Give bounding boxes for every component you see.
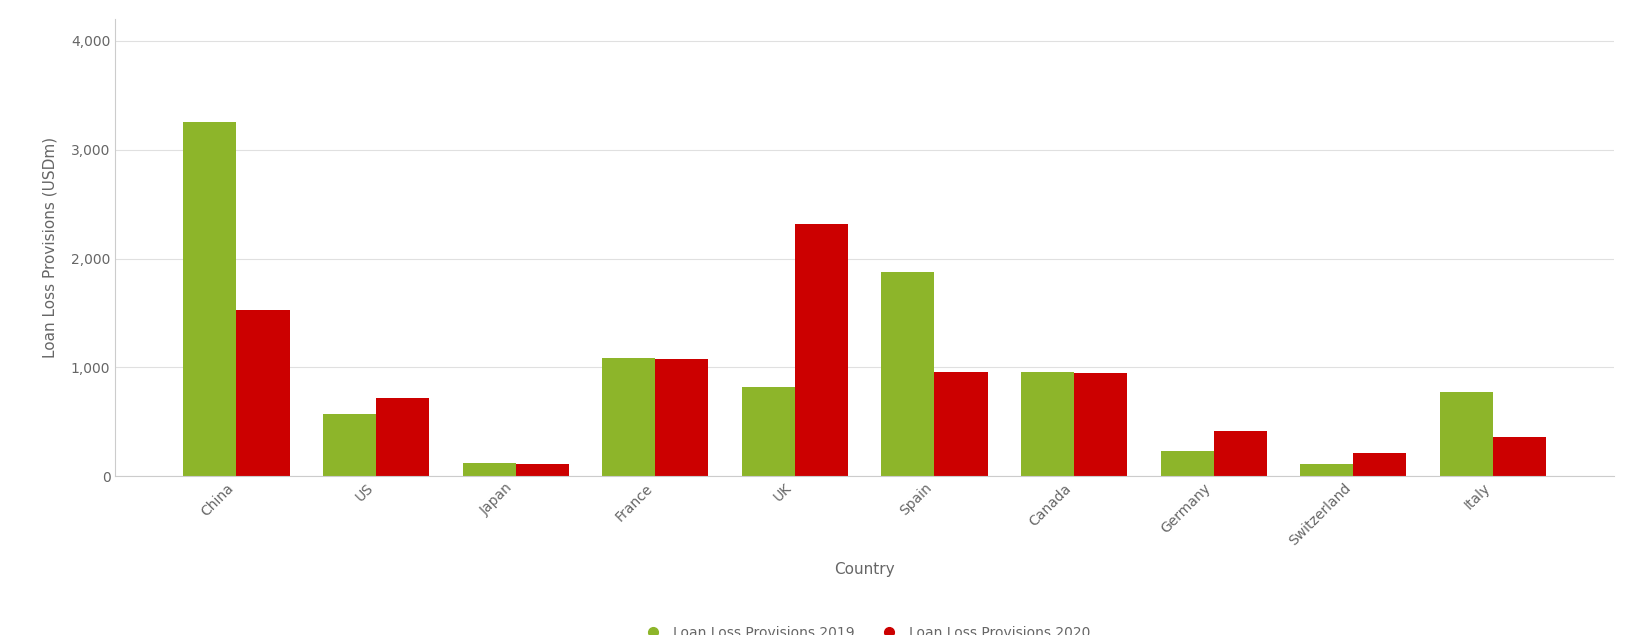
Bar bbox=[1354, 453, 1407, 476]
Bar bbox=[796, 224, 848, 476]
Bar bbox=[1492, 437, 1547, 476]
Bar bbox=[741, 387, 796, 476]
Bar bbox=[323, 414, 376, 476]
Legend: Loan Loss Provisions 2019, Loan Loss Provisions 2020: Loan Loss Provisions 2019, Loan Loss Pro… bbox=[634, 620, 1095, 635]
Bar bbox=[183, 123, 237, 476]
Bar bbox=[376, 398, 430, 476]
Bar bbox=[1214, 431, 1267, 476]
Bar bbox=[603, 358, 656, 476]
Bar bbox=[237, 310, 290, 476]
X-axis label: Country: Country bbox=[835, 563, 894, 577]
Bar bbox=[1021, 371, 1074, 476]
Bar bbox=[1299, 464, 1354, 476]
Bar bbox=[1161, 451, 1214, 476]
Bar bbox=[656, 359, 708, 476]
Bar bbox=[463, 463, 516, 476]
Bar bbox=[516, 464, 568, 476]
Bar bbox=[934, 371, 988, 476]
Bar bbox=[1074, 373, 1127, 476]
Bar bbox=[1439, 392, 1492, 476]
Bar bbox=[881, 272, 934, 476]
Y-axis label: Loan Loss Provisions (USDm): Loan Loss Provisions (USDm) bbox=[43, 137, 58, 358]
